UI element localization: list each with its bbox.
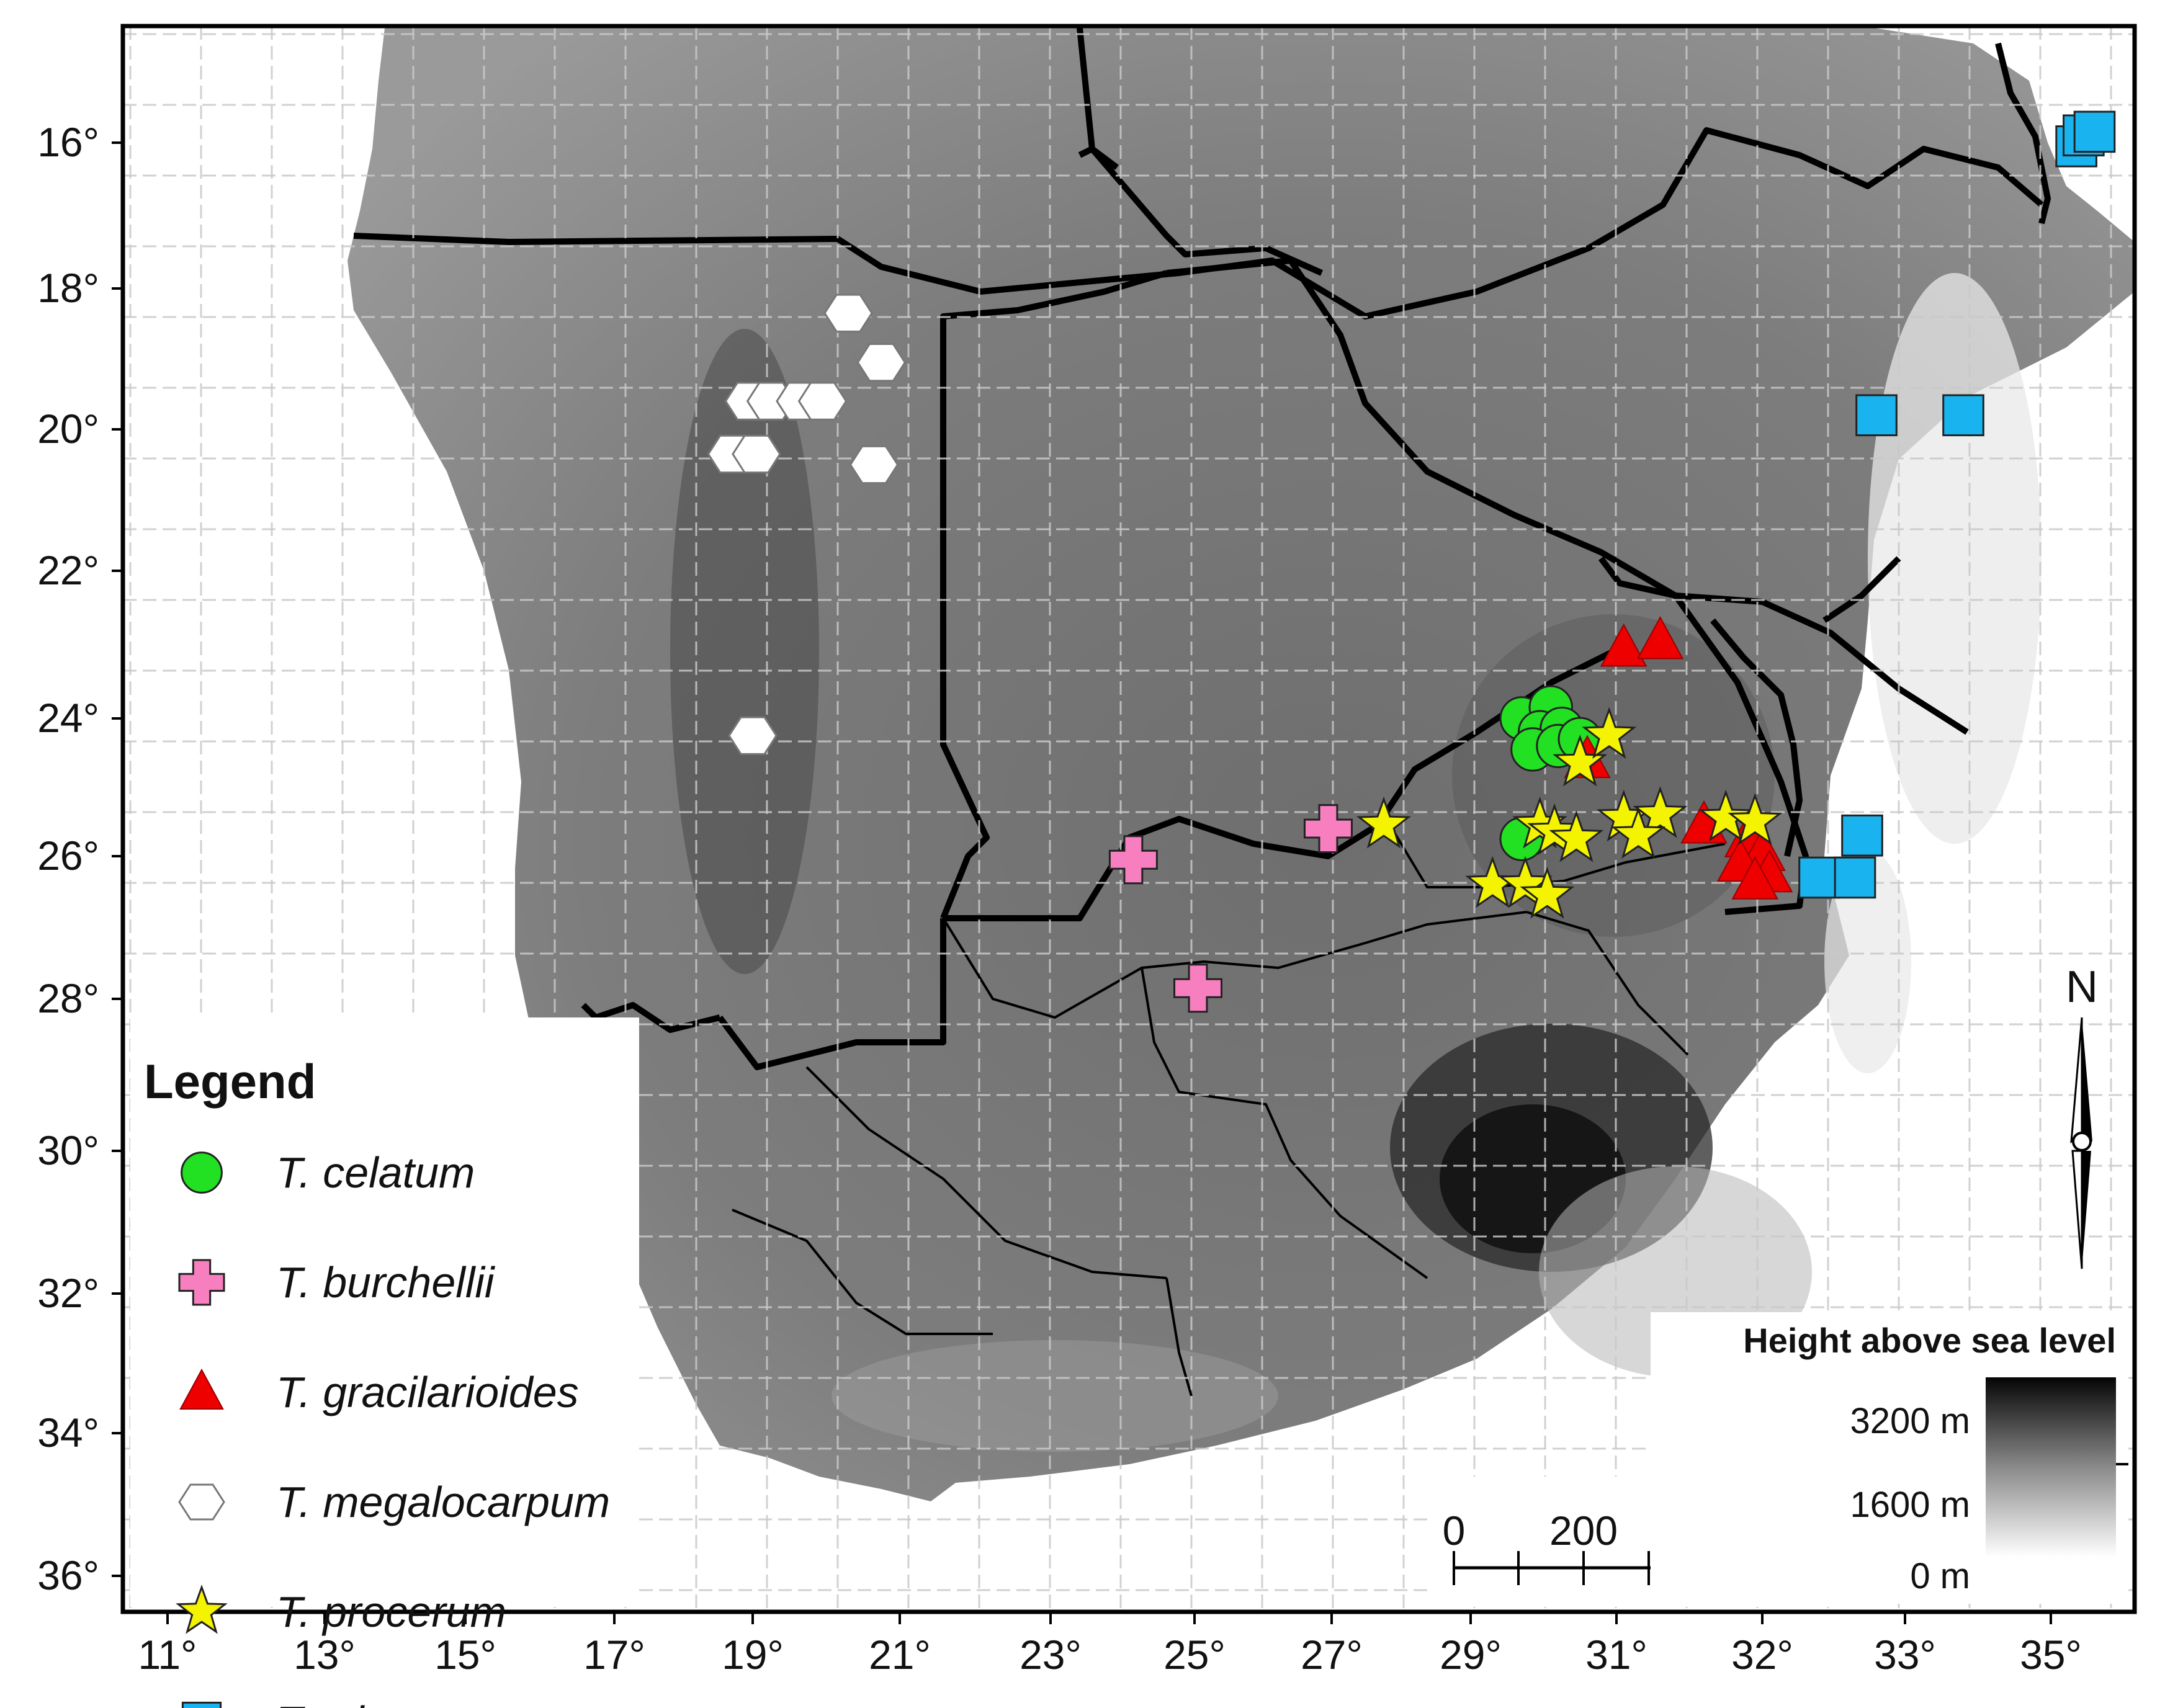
lon-tick-label: 31° xyxy=(1585,1632,1647,1678)
height-legend-title: Height above sea level xyxy=(1743,1321,2116,1360)
lon-tick-label: 35° xyxy=(2020,1632,2082,1678)
gracilarioides-occurrence-marker xyxy=(1731,856,1779,900)
lat-tick-label: 28° xyxy=(37,975,99,1021)
lat-tick-label: 30° xyxy=(37,1127,99,1173)
gracilarioides-occurrence-marker xyxy=(1600,623,1647,667)
star-legend-symbol xyxy=(176,1584,228,1634)
burchellii-occurrence-marker xyxy=(1303,804,1353,854)
lon-tick-label: 29° xyxy=(1440,1632,1502,1678)
whyteanum-occurrence-marker xyxy=(1834,856,1876,899)
megalocarpum-occurrence-marker xyxy=(856,343,907,382)
procerum-occurrence-marker xyxy=(1356,796,1411,849)
lat-tick-label: 32° xyxy=(37,1270,99,1316)
legend-item-label: T. procerum xyxy=(276,1588,506,1636)
map-frame xyxy=(120,24,2137,1614)
procerum-occurrence-marker xyxy=(1553,734,1608,787)
triangle-legend-symbol xyxy=(179,1368,224,1410)
whyteanum-occurrence-marker xyxy=(2073,110,2116,153)
north-arrow: N xyxy=(2066,962,2098,1269)
procerum-occurrence-marker xyxy=(1520,867,1575,919)
north-arrow-tail-light xyxy=(2071,1150,2083,1269)
whyteanum-occurrence-marker xyxy=(1942,394,1984,437)
hexagon-legend-symbol xyxy=(178,1483,225,1521)
lat-tick-label: 34° xyxy=(37,1410,99,1455)
lon-tick-label: 15° xyxy=(434,1632,496,1678)
whyteanum-occurrence-marker xyxy=(1841,814,1883,857)
escarpment-shade xyxy=(670,329,819,974)
southern-lowland xyxy=(831,1340,1278,1452)
lon-tick-label: 25° xyxy=(1163,1632,1226,1678)
mozambique-lowland xyxy=(1868,273,2042,844)
scale-label-0: 0 xyxy=(1443,1508,1466,1554)
longitude-axis: 11° 13° 15° 17° 19° 21° 23° 25° 27° 29° 31° 32° 33° 3… xyxy=(138,1612,2082,1678)
height-label-3200: 3200 m xyxy=(1850,1401,1970,1441)
lon-tick-label: 32° xyxy=(1731,1632,1793,1678)
square-legend-symbol xyxy=(181,1701,222,1708)
lon-tick-label: 33° xyxy=(1874,1632,1936,1678)
lon-tick-label: 17° xyxy=(583,1632,645,1678)
height-label-0: 0 m xyxy=(1910,1556,1970,1596)
procerum-occurrence-marker xyxy=(1582,707,1637,759)
whyteanum-occurrence-marker xyxy=(1798,856,1840,899)
lat-tick-label: 22° xyxy=(37,547,99,593)
north-label: N xyxy=(2066,962,2098,1012)
lon-tick-label: 19° xyxy=(722,1632,784,1678)
lon-tick-label: 11° xyxy=(138,1632,197,1678)
lat-tick-label: 26° xyxy=(37,833,99,879)
legend-item-label: T. gracilarioides xyxy=(276,1368,579,1416)
legend-title: Legend xyxy=(144,1054,316,1109)
procerum-occurrence-marker xyxy=(1611,807,1666,859)
megalocarpum-occurrence-marker xyxy=(797,382,848,421)
procerum-occurrence-marker xyxy=(1698,789,1754,842)
legend-item-label: T. celatum xyxy=(276,1148,475,1197)
lat-tick-label: 24° xyxy=(37,695,99,741)
megalocarpum-occurrence-marker xyxy=(849,445,899,485)
lat-tick-label: 20° xyxy=(37,406,99,452)
burchellii-occurrence-marker xyxy=(1173,964,1223,1013)
whyteanum-occurrence-marker xyxy=(1855,394,1898,437)
height-legend: Height above sea level 3200 m 1600 m 0 m xyxy=(1651,1312,2128,1604)
procerum-occurrence-marker xyxy=(1549,810,1604,862)
mozambique-coast xyxy=(1824,850,1911,1073)
cross-legend-symbol xyxy=(178,1259,225,1306)
lat-tick-label: 18° xyxy=(37,265,99,311)
megalocarpum-occurrence-marker xyxy=(823,293,873,333)
megalocarpum-occurrence-marker xyxy=(728,716,778,755)
scale-label-200: 200 xyxy=(1549,1508,1618,1554)
gracilarioides-occurrence-marker xyxy=(1636,615,1684,660)
circle-legend-symbol xyxy=(181,1151,223,1194)
legend: Legend T. celatum T. burchellii T. gracila… xyxy=(130,1017,639,1708)
north-arrow-pivot xyxy=(2072,1132,2092,1151)
procerum-occurrence-marker xyxy=(1728,793,1783,845)
elevation-ramp xyxy=(1986,1377,2116,1557)
lat-tick-label: 36° xyxy=(37,1552,99,1598)
latitude-axis: 16° 18° 20° 22° 24° 26° 28° 30° 32° 34° 36° xyxy=(37,119,123,1598)
lon-tick-label: 23° xyxy=(1020,1632,1082,1678)
lon-tick-label: 13° xyxy=(294,1632,356,1678)
legend-item-label: T. megalocarpum xyxy=(276,1478,610,1526)
occurrence-markers xyxy=(707,110,2116,1013)
burchellii-occurrence-marker xyxy=(1108,835,1158,885)
lat-tick-label: 16° xyxy=(37,119,99,165)
height-label-1600: 1600 m xyxy=(1850,1485,1970,1525)
legend-item-label: T. whyteanum xyxy=(276,1697,545,1708)
lon-tick-label: 27° xyxy=(1301,1632,1363,1678)
megalocarpum-occurrence-marker xyxy=(732,434,781,474)
procerum-occurrence-marker xyxy=(1633,786,1688,838)
lon-tick-label: 21° xyxy=(869,1632,931,1678)
legend-item-label: T. burchellii xyxy=(276,1258,496,1307)
